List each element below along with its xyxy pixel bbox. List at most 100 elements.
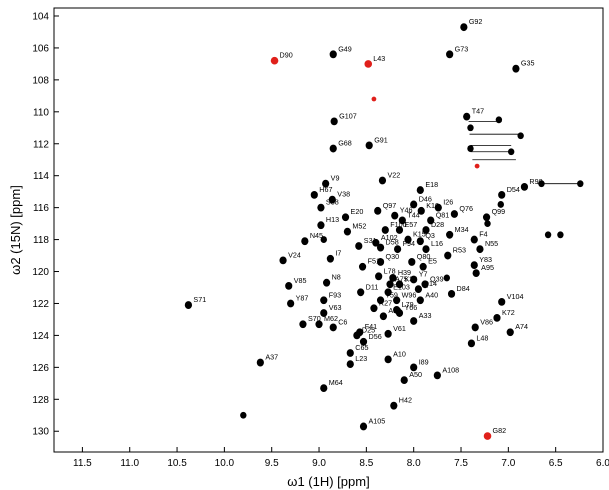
peak-label: V24 [288,250,301,259]
y-tick-label: 104 [32,11,49,22]
peak-label: Q39 [430,274,444,283]
y-tick-label: 128 [32,395,49,406]
peak-marker [323,278,331,287]
peak-marker [498,190,506,199]
peak-marker [378,176,387,185]
peak-label: F93 [329,290,341,299]
peak-marker [512,64,520,73]
peak-label: D56 [369,332,382,341]
peak-marker [410,363,418,372]
peak-marker [320,309,328,317]
peak-marker [315,320,323,329]
peak-label: E18 [425,180,438,189]
peak-marker [299,320,307,329]
peak-marker [359,337,368,346]
x-axis: 11.5 11.0 10.5 10.0 9.5 9.0 8.5 8.0 7.5 7.0 6.5 6.0 [73,447,609,469]
peak-label: N8 [332,273,341,282]
peak-label: A37 [265,353,278,362]
peak-marker [408,258,416,266]
peak-marker [329,50,337,59]
peak-label: Q30 [386,252,400,261]
peak-label: G82 [493,426,507,435]
peak-label: S31 [364,236,377,245]
peak-label: V104 [507,292,524,301]
peak-marker [393,245,402,254]
peak-label: A40 [425,290,438,299]
peak-marker [357,288,365,297]
peak-markers [184,23,584,440]
peak-marker [507,148,515,156]
peak-label: L48 [476,333,488,342]
peak-marker [483,432,492,440]
peak-marker [384,329,392,338]
peak-marker [320,236,327,243]
peak-label: G91 [374,135,388,144]
peak-label: I7 [335,249,341,258]
x-tick-label: 7.5 [454,458,468,469]
peak-marker [374,206,382,215]
peak-label: Q80 [417,252,431,261]
peak-marker [419,262,427,271]
peak-marker [329,323,337,332]
y-axis-label: ω2 (15N) [ppm] [8,185,23,275]
peak-label: K15 [413,230,426,239]
peak-label: H67 [319,185,332,194]
peak-marker [240,411,247,419]
x-tick-label: 8.0 [407,458,421,469]
peak-label: E57 [404,220,417,229]
peak-marker [472,269,480,278]
peak-marker [390,401,398,410]
peak-label: K32 [404,274,417,283]
peak-marker [410,275,418,284]
peak-label: E103 [393,282,410,291]
x-tick-label: 6.5 [549,458,563,469]
peak-label: D46 [419,194,432,203]
peak-marker [328,195,336,204]
peak-label: V85 [294,276,307,285]
peak-label: T47 [472,107,484,116]
plot-area [53,7,604,453]
y-tick-label: 110 [33,107,49,118]
peak-marker [386,280,394,289]
peak-label: F41 [365,322,377,331]
peak-marker [330,117,338,126]
peak-marker [410,200,418,209]
peak-marker [470,261,478,270]
peak-label: R53 [453,246,466,255]
peak-marker [446,230,454,239]
peak-label: F100 [390,220,406,229]
peak-label: A74 [515,322,528,331]
peak-label: L78 [384,266,396,275]
peak-label: E5 [428,257,437,266]
peak-marker [375,272,383,281]
peak-label: I89 [419,357,429,366]
peak-marker [379,312,387,321]
peak-label: D90 [280,51,293,60]
peak-label: Q97 [383,201,397,210]
peak-marker [404,235,412,244]
peak-marker [320,296,328,305]
peak-marker [416,296,424,305]
peak-marker [446,50,454,59]
peak-label: L23 [355,354,367,363]
peak-label: R27 [379,298,392,307]
peak-marker [493,313,501,322]
peak-label: E20 [351,207,364,216]
y-tick-label: 120 [32,267,49,278]
peak-label: A105 [369,416,386,425]
peak-marker [317,221,325,230]
peak-marker [416,237,424,246]
x-tick-label: 10.0 [215,458,235,469]
peak-marker [467,124,474,132]
peak-label: L43 [373,54,385,63]
peak-marker [395,226,404,234]
peak-label: M52 [352,222,366,231]
x-tick-label: 11.0 [120,458,139,469]
peak-label: Y7 [419,270,428,279]
peak-marker [427,216,435,225]
peak-label: A95 [481,263,494,272]
peak-marker [310,190,318,199]
peak-marker [433,371,441,380]
peak-marker [484,220,491,228]
